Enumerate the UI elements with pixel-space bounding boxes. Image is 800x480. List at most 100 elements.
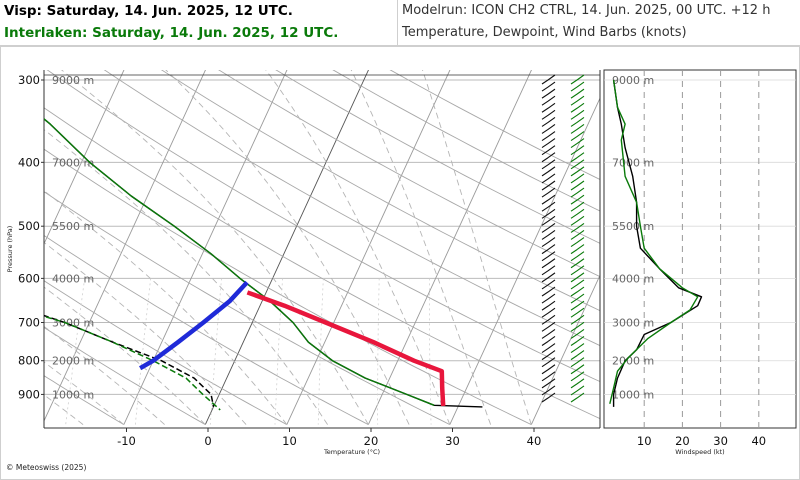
x-axis-label: Temperature (°C) <box>323 448 380 456</box>
isotherm-line <box>44 70 125 245</box>
interlaken-wind-barb <box>570 328 585 339</box>
visp-wind-barb <box>541 357 556 368</box>
station2-title: Interlaken: Saturday, 14. Jun. 2025, 12 … <box>4 25 339 41</box>
interlaken-wind-barb <box>570 230 585 240</box>
height-label: 4000 m <box>52 272 94 285</box>
mixing-ratio-line <box>377 278 380 425</box>
visp-wind-barb <box>541 230 556 240</box>
visp-wind-barb <box>541 286 556 297</box>
interlaken-wind-barb <box>570 364 585 375</box>
dry-adiabat <box>44 375 125 425</box>
visp-wind-barb <box>541 300 556 311</box>
wind-height-label: 9000 m <box>612 74 654 87</box>
interlaken-wind-barb <box>570 109 585 120</box>
interlaken-temperature-line <box>44 118 435 406</box>
modelrun-label: Modelrun: ICON CH2 CTRL, 14. Jun. 2025, … <box>402 3 771 18</box>
copyright: © Meteoswiss (2025) <box>6 463 87 472</box>
interlaken-wind-barb <box>570 102 585 113</box>
parcel-moist-ascent-line <box>139 280 249 371</box>
dry-adiabat <box>44 280 288 425</box>
visp-wind-barb <box>541 392 556 403</box>
visp-wind-barb <box>541 279 556 290</box>
visp-wind-barb <box>541 138 556 149</box>
visp-wind-barb <box>541 194 556 205</box>
visp-wind-barb <box>541 385 556 396</box>
interlaken-wind-barb <box>570 300 585 311</box>
interlaken-wind-barb <box>570 208 585 219</box>
visp-wind-barb <box>541 180 556 191</box>
interlaken-wind-barb <box>570 343 585 354</box>
interlaken-wind-barb <box>570 124 585 134</box>
moist-adiabat <box>350 70 492 425</box>
visp-wind-barb <box>541 265 556 276</box>
dry-adiabat <box>44 191 451 426</box>
isotherm-line <box>286 70 451 425</box>
visp-wind-barb <box>541 350 556 361</box>
mixing-ratio-line <box>317 278 324 425</box>
interlaken-wind-barb <box>570 371 585 382</box>
dry-adiabat <box>275 70 600 244</box>
interlaken-wind-barb <box>570 378 585 389</box>
wind-height-label: 5500 m <box>612 220 654 233</box>
dry-adiabat <box>44 107 600 420</box>
y-tick-label: 700 <box>18 315 40 329</box>
interlaken-wind-barb <box>570 244 585 255</box>
moist-adiabat <box>265 70 451 425</box>
interlaken-wind-barb <box>570 350 585 361</box>
visp-wind-barb <box>541 328 556 339</box>
figure-frame <box>0 46 800 480</box>
y-axis-label: Pressure (hPa) <box>6 226 14 273</box>
interlaken-wind-barb <box>570 392 585 403</box>
visp-wind-barb <box>541 187 556 198</box>
dry-adiabat <box>389 70 600 180</box>
interlaken-wind-barb <box>570 215 585 226</box>
interlaken-wind-barb <box>570 180 585 191</box>
variables-label: Temperature, Dewpoint, Wind Barbs (knots… <box>402 25 687 40</box>
mixing-ratio-line <box>209 278 222 425</box>
x-tick-label: 0 <box>204 434 211 448</box>
wind-x-tick-label: 30 <box>713 434 728 448</box>
dry-adiabat <box>103 70 600 347</box>
interlaken-wind-barb <box>570 237 585 247</box>
visp-wind-barb <box>541 378 556 389</box>
y-tick-label: 800 <box>18 354 40 368</box>
moist-adiabat <box>44 129 328 425</box>
series-layer <box>44 118 483 411</box>
visp-wind-barb <box>541 166 556 177</box>
visp-wind-barb <box>541 116 556 127</box>
x-tick-label: 10 <box>282 434 297 448</box>
visp-wind-barb <box>541 244 556 255</box>
station1-title: Visp: Saturday, 14. Jun. 2025, 12 UTC. <box>4 3 293 19</box>
height-label: 5500 m <box>52 220 94 233</box>
height-label: 3000 m <box>52 316 94 329</box>
interlaken-wind-barb <box>570 166 585 177</box>
visp-wind-barb <box>541 152 556 163</box>
visp-wind-barb <box>541 314 556 325</box>
interlaken-wind-barb <box>570 159 585 170</box>
wind-x-tick-label: 20 <box>675 434 690 448</box>
visp-wind-barb <box>541 343 556 354</box>
isotherm-line <box>449 97 600 425</box>
dry-adiabat <box>160 70 600 312</box>
wind-height-label: 4000 m <box>612 272 654 285</box>
visp-wind-barb <box>541 74 556 85</box>
interlaken-wind-barb <box>570 74 585 85</box>
visp-wind-barb <box>541 81 556 92</box>
wind-frame <box>603 69 797 429</box>
interlaken-wind-barb <box>570 194 585 205</box>
y-tick-label: 600 <box>18 271 40 285</box>
grid-layer <box>44 70 600 426</box>
interlaken-wind-barb <box>570 307 585 318</box>
wind-x-axis-label: Windspeed (kt) <box>675 448 724 456</box>
wind-barbs <box>541 74 585 403</box>
x-tick-label: 40 <box>527 434 542 448</box>
interlaken-wind-barb <box>570 138 585 149</box>
dry-adiabat <box>46 70 600 383</box>
mixing-ratio-line <box>429 278 432 425</box>
moist-adiabat <box>165 70 410 425</box>
visp-wind-barb <box>541 237 556 247</box>
isotherm-line <box>530 274 600 425</box>
mixing-ratio-line <box>274 278 283 425</box>
isotherm-line <box>44 70 206 423</box>
